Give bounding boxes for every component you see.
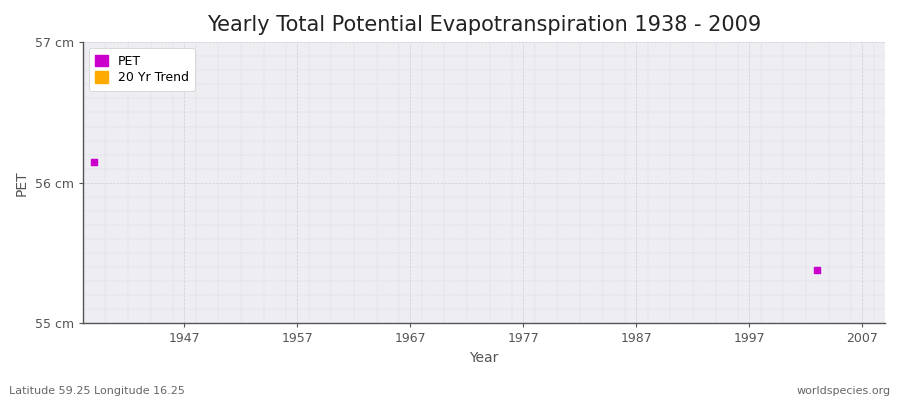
X-axis label: Year: Year (469, 351, 499, 365)
Point (810, 267, 824, 273)
Title: Yearly Total Potential Evapotranspiration 1938 - 2009: Yearly Total Potential Evapotranspiratio… (207, 15, 761, 35)
Y-axis label: PET: PET (15, 170, 29, 196)
Text: Latitude 59.25 Longitude 16.25: Latitude 59.25 Longitude 16.25 (9, 386, 184, 396)
Point (86, 158, 101, 165)
Text: worldspecies.org: worldspecies.org (796, 386, 891, 396)
Legend: PET, 20 Yr Trend: PET, 20 Yr Trend (89, 48, 195, 91)
